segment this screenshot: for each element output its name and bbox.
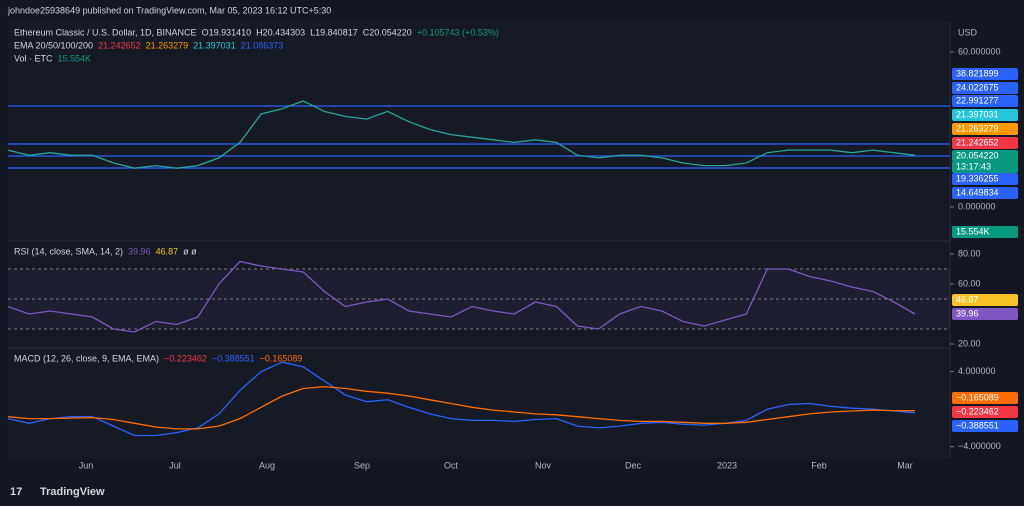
x-tick-label: Nov [535, 460, 552, 470]
price-label-bg [952, 68, 1018, 80]
ema-value: 21.242652 [98, 40, 141, 50]
price-label-bg [952, 150, 1018, 162]
macd-value: −0.223462 [164, 353, 207, 363]
macd-label: MACD (12, 26, close, 9, EMA, EMA) [14, 353, 159, 363]
y-tick-label: 4.000000 [958, 366, 996, 376]
price-label-bg [952, 82, 1018, 94]
rsi-label-badge: 46.87 [956, 294, 979, 304]
byline: johndoe25938649 published on TradingView… [7, 5, 331, 15]
price-label: 20.054220 [956, 150, 999, 160]
x-tick-label: Sep [354, 460, 370, 470]
symbol: Ethereum Classic / U.S. Dollar, 1D, BINA… [14, 27, 197, 37]
x-tick-label: Oct [444, 460, 459, 470]
rsi-band-lines [8, 268, 950, 330]
ema-label: EMA 20/50/100/200 [14, 40, 93, 50]
rsi-label-badge: 39.96 [956, 308, 979, 318]
logo: TradingView [40, 486, 105, 498]
price-label-bg [952, 137, 1018, 149]
rsi-extra: ø ø [183, 246, 197, 256]
y-tick-label: −4.000000 [958, 441, 1001, 451]
level-lines [8, 105, 950, 169]
series-line [7, 100, 916, 169]
vol-label: Vol · ETC [14, 53, 53, 63]
y-tick-label: 60.000000 [958, 46, 1001, 56]
x-tick-label: Jul [169, 460, 181, 470]
macd-value: −0.165089 [260, 353, 303, 363]
price-label-bg [952, 161, 1018, 173]
price-label: 38.821899 [956, 68, 999, 78]
ema-value: 21.263279 [146, 40, 189, 50]
price-label: 13:17:43 [956, 161, 991, 171]
x-tick-label: Aug [259, 460, 275, 470]
y-tick-label: 60.00 [958, 278, 981, 288]
macd-value: −0.388551 [212, 353, 255, 363]
rsi-label-badge-bg [952, 294, 1018, 306]
chart-area [8, 22, 950, 458]
x-tick-label: Jun [79, 460, 94, 470]
price-label: 14.649834 [956, 187, 999, 197]
rsi-label-badge-bg [952, 308, 1018, 320]
macd-label-badge: −0.165089 [956, 392, 999, 402]
price-label: 19.336255 [956, 173, 999, 183]
y-tick-label: 0.000000 [958, 201, 996, 211]
vol-value: 15.554K [58, 53, 92, 63]
price-label-bg [952, 123, 1018, 135]
price-label: 21.242652 [956, 137, 999, 147]
y-tick-label: 80.00 [958, 248, 981, 258]
x-tick-label: Feb [811, 460, 827, 470]
y-tick-label: 20.00 [958, 338, 981, 348]
x-tick-label: Dec [625, 460, 642, 470]
ohlc-value: H20.434303 [256, 27, 305, 37]
series-line [7, 260, 916, 333]
macd-label-badge-bg [952, 420, 1018, 432]
logo-mark: 17 [10, 486, 22, 498]
price-label-bg [952, 95, 1018, 107]
currency: USD [958, 27, 978, 37]
ohlc-value: L19.840817 [310, 27, 358, 37]
ema-value: 21.086373 [241, 40, 284, 50]
rsi-value: 39.96 [128, 246, 151, 256]
series-line [7, 361, 916, 437]
x-tick-label: Mar [897, 460, 913, 470]
macd-label-badge-bg [952, 392, 1018, 404]
price-label-bg [952, 187, 1018, 199]
ohlc-value: O19.931410 [202, 27, 252, 37]
price-label: 21.397031 [956, 109, 999, 119]
ohlc-value: C20.054220 [363, 27, 412, 37]
rsi-value: 46.87 [156, 246, 179, 256]
volume-label: 15.554K [956, 226, 990, 236]
macd-label-badge: −0.388551 [956, 420, 999, 430]
ema-value: 21.397031 [193, 40, 236, 50]
price-label-bg [952, 109, 1018, 121]
volume-label-bg [952, 226, 1018, 238]
price-label-bg [952, 173, 1018, 185]
series-line [7, 385, 916, 430]
ohlc-value: +0.105743 (+0.53%) [417, 27, 499, 37]
price-label: 24.022675 [956, 82, 999, 92]
price-label: 21.263279 [956, 123, 999, 133]
x-tick-label: 2023 [717, 460, 737, 470]
rsi-label: RSI (14, close, SMA, 14, 2) [14, 246, 123, 256]
macd-label-badge: −0.223462 [956, 406, 999, 416]
macd-label-badge-bg [952, 406, 1018, 418]
price-label: 22.991277 [956, 95, 999, 105]
